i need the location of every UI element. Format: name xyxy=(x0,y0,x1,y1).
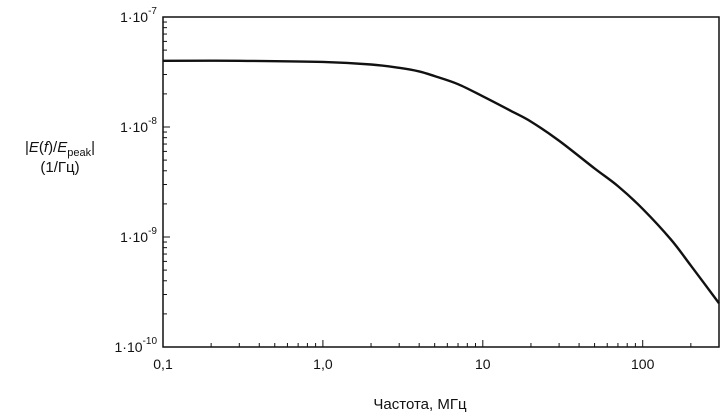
x-tick-label: 100 xyxy=(631,356,655,372)
x-axis-title: Частота, МГц xyxy=(373,396,467,413)
y-axis-title-bar-left: | xyxy=(25,139,29,156)
y-tick-mantissa: 1·10 xyxy=(115,339,143,355)
x-tick-label: 0,1 xyxy=(153,356,173,372)
y-tick-mantissa: 1·10 xyxy=(120,119,148,135)
series-line xyxy=(162,59,720,304)
x-tick-label: 10 xyxy=(475,356,491,372)
svg-text:|E(f)/Epeak|: |E(f)/Epeak| xyxy=(25,139,95,159)
y-tick-label: 1·10-10 xyxy=(115,336,158,355)
x-axis-ticks: 0,1 1,0 10 100 xyxy=(153,340,720,372)
y-axis-title-E-peak: E xyxy=(57,139,68,156)
y-axis-title-units: (1/Гц) xyxy=(40,159,79,176)
y-tick-label: 1·10-7 xyxy=(120,6,157,25)
y-tick-exponent: -9 xyxy=(148,226,157,237)
plot-frame xyxy=(162,16,720,348)
y-tick-exponent: -8 xyxy=(148,116,157,127)
y-tick-mantissa: 1·10 xyxy=(120,9,148,25)
y-axis-title-bar-right: | xyxy=(91,139,95,156)
y-tick-label: 1·10-9 xyxy=(120,226,157,245)
y-tick-exponent: -7 xyxy=(148,6,157,17)
y-tick-mantissa: 1·10 xyxy=(120,229,148,245)
y-axis-title-E: E xyxy=(29,139,40,156)
y-axis-title-paren-open: ( xyxy=(39,139,44,156)
y-tick-exponent: -10 xyxy=(143,336,158,347)
y-axis-title-subscript: peak xyxy=(67,147,91,159)
y-axis-ticks: 1·10-101·10-91·10-81·10-7 xyxy=(115,6,170,355)
y-tick-label: 1·10-8 xyxy=(120,116,157,135)
series-layer xyxy=(162,59,720,304)
y-axis-title-paren-close: )/ xyxy=(48,139,58,156)
y-axis-title-f: f xyxy=(44,139,50,156)
y-axis-title: |E(f)/Epeak| (1/Гц) xyxy=(25,139,95,176)
x-tick-label: 1,0 xyxy=(313,356,333,372)
